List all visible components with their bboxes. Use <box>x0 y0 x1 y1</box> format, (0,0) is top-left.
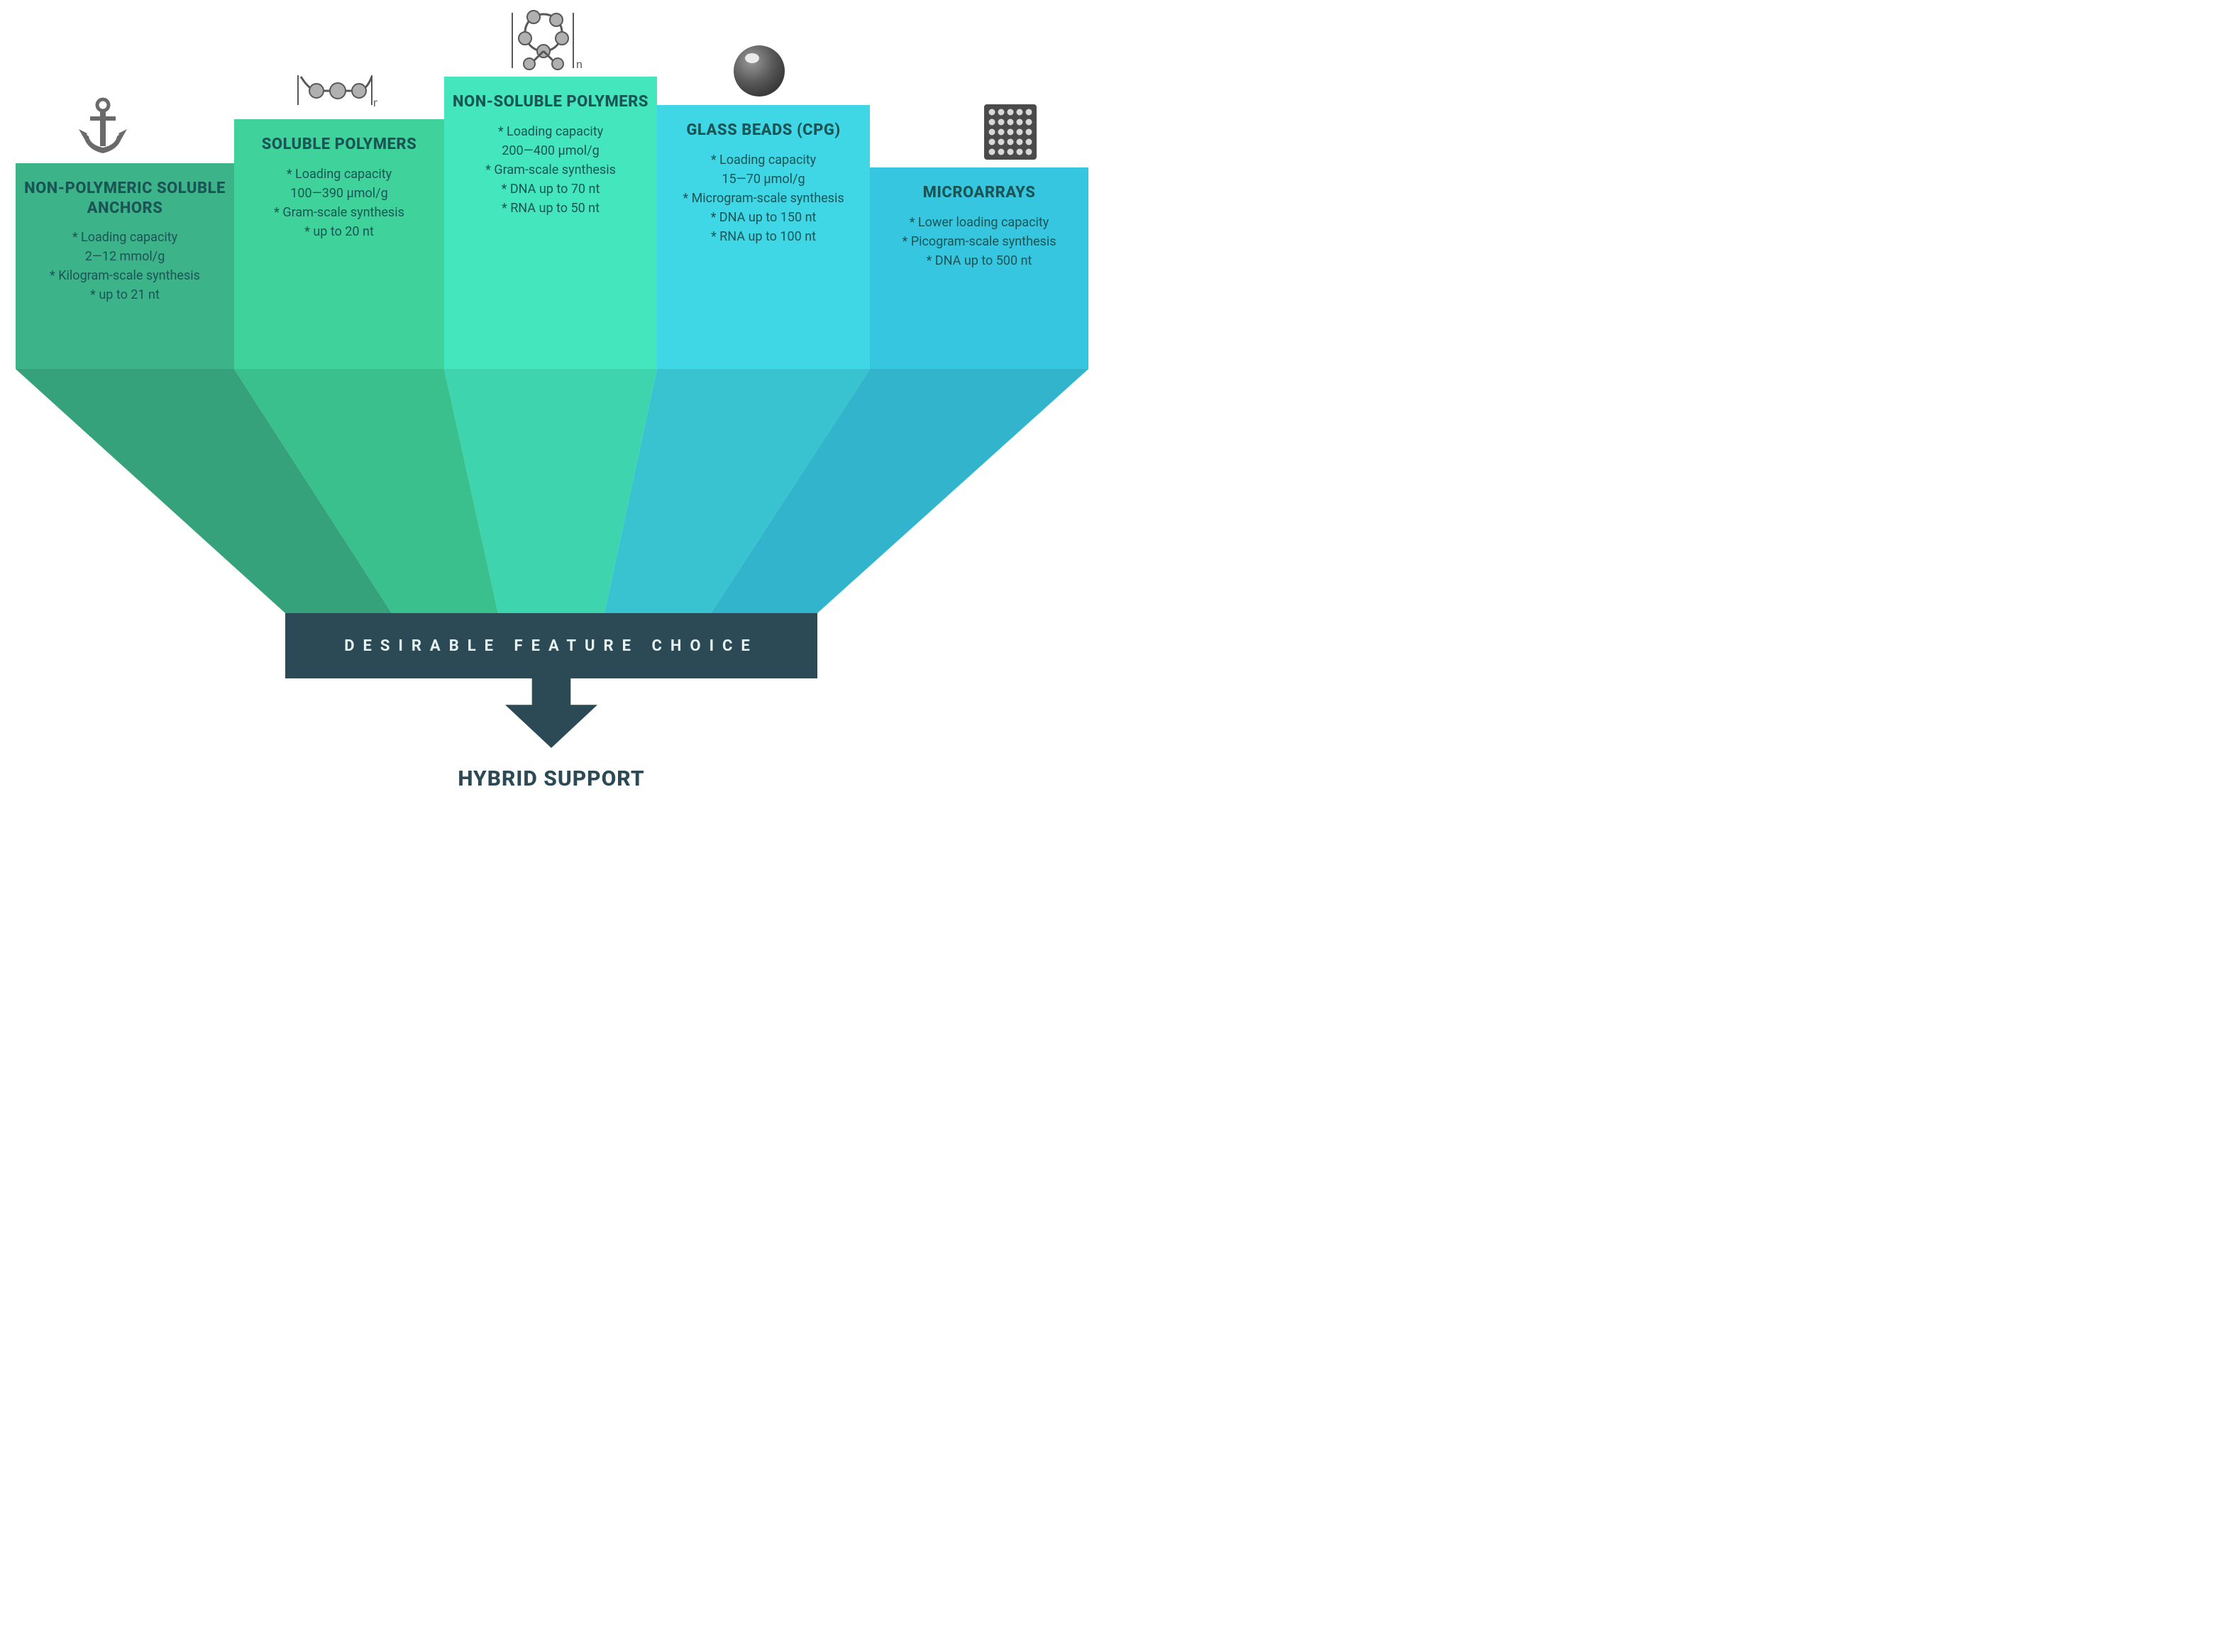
column-item: * Lower loading capacity <box>901 213 1058 232</box>
column-title: NON-SOLUBLE POLYMERS <box>446 92 656 112</box>
sphere-icon <box>731 43 788 99</box>
column-item: * Loading capacity <box>490 122 612 141</box>
column-item: 2—12 mmol/g <box>77 247 174 266</box>
column-item: * Gram-scale synthesis <box>265 203 413 222</box>
column-item: 100—390 μmol/g <box>282 184 396 203</box>
result-label: HYBRID SUPPORT <box>374 766 729 791</box>
column-title: GLASS BEADS (CPG) <box>679 121 847 141</box>
column-item: * up to 20 nt <box>296 222 382 241</box>
array-chip-icon <box>983 103 1038 161</box>
column-item: * Picogram-scale synthesis <box>894 232 1065 251</box>
column-soluble-polymers: SOLUBLE POLYMERS * Loading capacity100—39… <box>234 119 444 369</box>
column-item: * up to 21 nt <box>82 285 168 304</box>
column-item: * RNA up to 100 nt <box>702 227 824 246</box>
column-item: * Microgram-scale synthesis <box>674 189 852 208</box>
column-item: * Loading capacity <box>278 165 400 184</box>
column-non-polymeric: NON-POLYMERIC SOLUBLE ANCHORS * Loading c… <box>16 163 234 369</box>
column-item: * DNA up to 150 nt <box>702 208 825 227</box>
anchor-icon <box>74 97 131 156</box>
svg-text:n: n <box>576 59 583 71</box>
down-arrow-icon <box>505 678 597 748</box>
column-title: MICROARRAYS <box>916 183 1043 203</box>
column-item: * DNA up to 70 nt <box>493 180 609 199</box>
svg-text:n: n <box>373 97 377 109</box>
column-item: * DNA up to 500 nt <box>918 251 1041 270</box>
infographic-container: n n <box>0 0 1118 826</box>
column-item: * Gram-scale synthesis <box>477 160 624 180</box>
feature-choice-bar: DESIRABLE FEATURE CHOICE <box>285 613 817 678</box>
column-non-soluble-polymers: NON-SOLUBLE POLYMERS * Loading capacity20… <box>444 77 657 369</box>
linear-polymer-icon: n <box>292 71 377 112</box>
column-microarrays: MICROARRAYS * Lower loading capacity* Pic… <box>870 167 1088 369</box>
column-item: * Loading capacity <box>64 228 186 247</box>
cyclic-polymer-icon: n <box>504 7 589 71</box>
feature-choice-label: DESIRABLE FEATURE CHOICE <box>344 637 758 655</box>
column-title: NON-POLYMERIC SOLUBLE ANCHORS <box>16 179 234 218</box>
column-glass-beads: GLASS BEADS (CPG) * Loading capacity15—70… <box>657 105 870 369</box>
column-item: * Loading capacity <box>702 150 824 170</box>
column-item: * Kilogram-scale synthesis <box>41 266 209 285</box>
column-title: SOLUBLE POLYMERS <box>255 135 424 155</box>
column-item: 15—70 μmol/g <box>713 170 813 189</box>
column-item: 200—400 μmol/g <box>493 141 607 160</box>
column-item: * RNA up to 50 nt <box>493 199 608 218</box>
